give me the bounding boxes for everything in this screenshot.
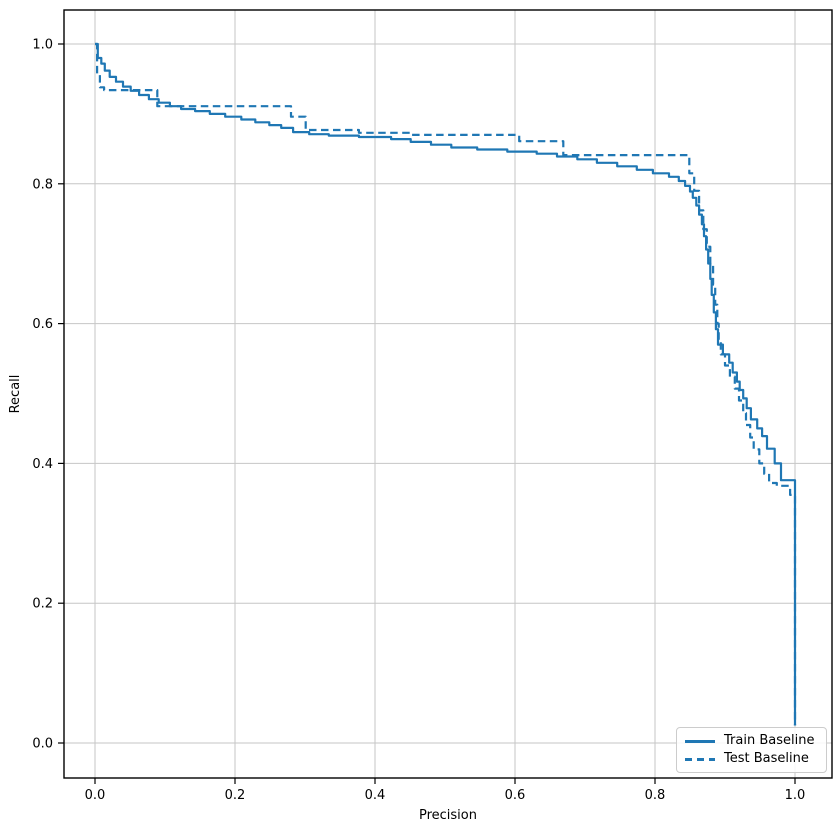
y-axis-label: Recall xyxy=(8,375,23,414)
y-tick-label: 1.0 xyxy=(32,38,53,53)
legend-label-test: Test Baseline xyxy=(724,751,809,766)
curves xyxy=(95,42,797,726)
legend-line-train-solid xyxy=(685,739,715,743)
legend-line-test-dashed xyxy=(685,757,715,761)
y-tick-label: 0.4 xyxy=(32,457,53,472)
x-tick-label: 0.2 xyxy=(225,788,246,803)
x-tick-label: 0.8 xyxy=(645,788,666,803)
legend-entry-train: Train Baseline xyxy=(685,733,818,749)
train-baseline-curve xyxy=(95,42,797,726)
x-tick-label: 0.0 xyxy=(85,788,106,803)
grid xyxy=(64,10,832,778)
y-tick-label: 0.6 xyxy=(32,317,53,332)
ticks xyxy=(58,43,796,784)
y-tick-label: 0.2 xyxy=(32,597,53,612)
legend-entry-test: Test Baseline xyxy=(685,751,818,767)
y-tick-label: 0.8 xyxy=(32,177,53,192)
axes-frame xyxy=(63,9,833,779)
legend-label-train: Train Baseline xyxy=(724,733,815,748)
x-tick-label: 0.6 xyxy=(505,788,526,803)
y-tick-label: 0.0 xyxy=(32,737,53,752)
legend: Train Baseline Test Baseline xyxy=(676,727,827,773)
x-tick-label: 0.4 xyxy=(365,788,386,803)
x-axis-label: Precision xyxy=(419,808,477,823)
tick-labels: 0.0 0.2 0.4 0.6 0.8 1.0 0.0 0.2 0.4 0.6 0.8 1.0 xyxy=(32,38,805,804)
test-baseline-curve xyxy=(95,42,797,726)
x-tick-label: 1.0 xyxy=(785,788,806,803)
